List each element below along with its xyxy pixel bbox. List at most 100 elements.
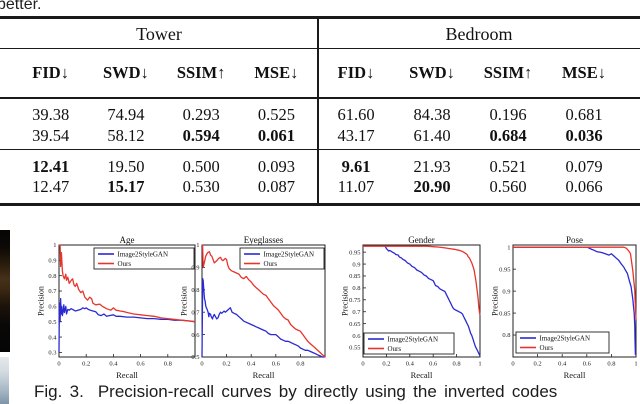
figure3-caption-label: Fig. 3. bbox=[34, 382, 84, 401]
svg-text:Ours: Ours bbox=[118, 260, 132, 268]
svg-text:0.55: 0.55 bbox=[349, 345, 360, 352]
table-cell: 0.560 bbox=[489, 177, 527, 196]
pr-chart-age: Age 0 0.2 0.4 0.6 0.8 0.3 0.4 0.5 0.6 0.7 0.8 0.9 1 Re… bbox=[36, 235, 199, 383]
col-header-swd-tower: SWD↓ bbox=[102, 63, 149, 82]
table-cell: 20.90 bbox=[413, 177, 451, 196]
svg-text:Recall: Recall bbox=[116, 370, 138, 380]
table-cell: 61.60 bbox=[337, 105, 375, 124]
svg-text:0.9: 0.9 bbox=[502, 288, 510, 295]
svg-text:1: 1 bbox=[196, 242, 199, 249]
col-header-fid-tower: FID↓ bbox=[32, 63, 69, 82]
svg-text:Precision: Precision bbox=[37, 286, 46, 316]
svg-text:0.4: 0.4 bbox=[406, 361, 415, 368]
col-header-mse-tower: MSE↓ bbox=[254, 63, 299, 82]
svg-text:Ours: Ours bbox=[264, 260, 278, 268]
table-cell: 61.40 bbox=[413, 126, 451, 145]
svg-text:Precision: Precision bbox=[341, 286, 350, 316]
svg-text:0.3: 0.3 bbox=[48, 350, 56, 357]
svg-text:0.4: 0.4 bbox=[558, 361, 567, 368]
svg-text:Image2StyleGAN: Image2StyleGAN bbox=[264, 250, 315, 258]
table-cell: 19.50 bbox=[107, 157, 145, 176]
svg-text:0.9: 0.9 bbox=[191, 265, 199, 272]
col-header-mse-bedroom: MSE↓ bbox=[561, 63, 606, 82]
svg-text:0.8: 0.8 bbox=[607, 361, 615, 368]
table-cell: 0.681 bbox=[565, 105, 603, 124]
svg-text:0.4: 0.4 bbox=[48, 334, 57, 341]
svg-text:0.8: 0.8 bbox=[191, 287, 199, 294]
svg-text:0.8: 0.8 bbox=[296, 361, 304, 368]
table-bottomrule bbox=[0, 203, 640, 206]
table-cell: 0.594 bbox=[182, 126, 220, 145]
table-midrule bbox=[0, 149, 640, 151]
svg-text:0.4: 0.4 bbox=[109, 361, 118, 368]
svg-text:0.6: 0.6 bbox=[48, 304, 57, 311]
table-cell: 0.087 bbox=[257, 177, 295, 196]
table-cell: 0.525 bbox=[257, 105, 295, 124]
group-header-bedroom: Bedroom bbox=[445, 24, 513, 44]
table-toprule bbox=[0, 16, 640, 19]
table-cell: 0.079 bbox=[565, 157, 603, 176]
svg-text:1: 1 bbox=[634, 361, 637, 368]
table-cell: 0.530 bbox=[182, 177, 220, 196]
svg-text:0.6: 0.6 bbox=[429, 361, 438, 368]
table-cell: 0.093 bbox=[257, 157, 295, 176]
svg-text:0.95: 0.95 bbox=[349, 249, 360, 256]
col-header-ssim-tower: SSIM↑ bbox=[176, 63, 226, 82]
svg-text:Recall: Recall bbox=[253, 370, 275, 380]
table-cell: 12.47 bbox=[32, 177, 70, 196]
table-cell: 74.94 bbox=[107, 105, 145, 124]
pr-chart-pose: Pose 0 0.2 0.4 0.6 0.8 1 0.8 0.85 0.9 0.95 1 Recall P… bbox=[490, 235, 640, 383]
svg-text:1: 1 bbox=[507, 244, 510, 251]
svg-text:0.5: 0.5 bbox=[191, 354, 199, 361]
table-cell: 39.54 bbox=[32, 126, 70, 145]
col-header-swd-bedroom: SWD↓ bbox=[409, 63, 455, 82]
svg-text:0.7: 0.7 bbox=[352, 309, 361, 316]
table-cell: 0.196 bbox=[489, 105, 527, 124]
svg-text:Eyeglasses: Eyeglasses bbox=[244, 236, 284, 245]
table-cell: 0.684 bbox=[489, 126, 527, 145]
svg-text:0.6: 0.6 bbox=[137, 361, 146, 368]
svg-text:Pose: Pose bbox=[566, 236, 583, 245]
pr-chart-gender: Gender 0 0.2 0.4 0.6 0.8 1 0.55 0.6 0.65 0.7 0.75 0.… bbox=[340, 235, 484, 383]
table-cell: 39.38 bbox=[32, 105, 70, 124]
table-cell: 12.41 bbox=[32, 157, 70, 176]
figure3-caption: Fig. 3. Precision-recall curves by direct… bbox=[34, 382, 640, 402]
table-cell: 0.293 bbox=[182, 105, 220, 124]
svg-text:Gender: Gender bbox=[408, 236, 435, 245]
figure3-caption-text: Precision-recall curves by directly usin… bbox=[97, 382, 558, 401]
svg-text:Recall: Recall bbox=[411, 370, 433, 380]
svg-text:0.2: 0.2 bbox=[382, 361, 390, 368]
svg-text:0.8: 0.8 bbox=[352, 285, 360, 292]
svg-text:0.4: 0.4 bbox=[247, 361, 256, 368]
table-row: 39.38 74.94 0.293 0.525 61.60 84.38 0.196 0.681 bbox=[0, 105, 640, 124]
pr-chart-eyeglasses: Eyeglasses 0 0.2 0.4 0.6 0.8 0.5 0.6 0.7 0.8 0.9 1 R… bbox=[179, 235, 329, 383]
svg-text:0.2: 0.2 bbox=[534, 361, 542, 368]
svg-text:Image2StyleGAN: Image2StyleGAN bbox=[118, 250, 169, 258]
svg-text:0.9: 0.9 bbox=[48, 258, 56, 265]
svg-text:Image2StyleGAN: Image2StyleGAN bbox=[388, 335, 439, 343]
svg-text:1: 1 bbox=[53, 242, 56, 249]
table-cell: 84.38 bbox=[413, 105, 451, 124]
table-cell: 0.066 bbox=[565, 177, 603, 196]
svg-text:Image2StyleGAN: Image2StyleGAN bbox=[540, 334, 591, 342]
svg-text:0.7: 0.7 bbox=[48, 288, 57, 295]
table-cell: 0.036 bbox=[565, 126, 603, 145]
table-cell: 0.521 bbox=[489, 157, 527, 176]
table-cell: 15.17 bbox=[107, 177, 145, 196]
svg-text:0: 0 bbox=[511, 361, 514, 368]
svg-text:0.2: 0.2 bbox=[82, 361, 90, 368]
svg-text:0.6: 0.6 bbox=[583, 361, 592, 368]
svg-text:0.75: 0.75 bbox=[349, 297, 360, 304]
table-header-row: FID↓ SWD↓ SSIM↑ MSE↓ FID↓ SWD↓ SSIM↑ MSE… bbox=[0, 63, 640, 82]
svg-text:0.95: 0.95 bbox=[499, 266, 510, 273]
svg-text:0.6: 0.6 bbox=[272, 361, 281, 368]
svg-text:0.85: 0.85 bbox=[349, 273, 360, 280]
group-header-tower: Tower bbox=[136, 24, 182, 44]
svg-text:0.8: 0.8 bbox=[453, 361, 461, 368]
svg-text:0: 0 bbox=[200, 361, 203, 368]
svg-text:Age: Age bbox=[120, 236, 135, 245]
svg-text:0.85: 0.85 bbox=[499, 310, 510, 317]
col-header-fid-bedroom: FID↓ bbox=[337, 63, 375, 82]
svg-text:0.8: 0.8 bbox=[164, 361, 172, 368]
svg-text:0.6: 0.6 bbox=[352, 333, 361, 340]
